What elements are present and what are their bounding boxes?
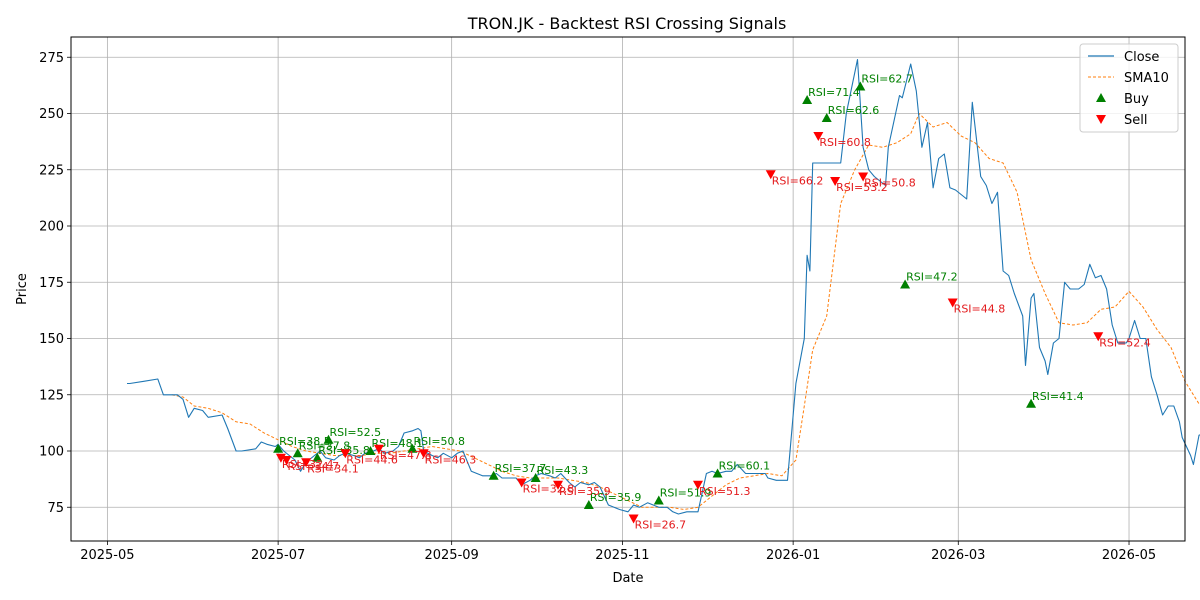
buy-signal-label: RSI=43.3 bbox=[537, 464, 589, 477]
x-tick-label: 2026-01 bbox=[766, 548, 820, 563]
buy-signal-label: RSI=62.7 bbox=[861, 73, 913, 86]
buy-marker bbox=[312, 452, 323, 462]
legend-sell-swatch bbox=[1096, 115, 1106, 124]
y-tick-label: 250 bbox=[39, 107, 64, 122]
buy-marker bbox=[365, 446, 376, 455]
axis-ticks: 2025-05 2025-07 2025-09 2025-11 2026-01 2026-… bbox=[39, 51, 1156, 563]
sell-marker bbox=[301, 458, 312, 468]
buy-marker bbox=[292, 448, 303, 458]
x-tick-label: 2026-05 bbox=[1102, 548, 1156, 563]
buy-marker bbox=[583, 500, 594, 509]
buy-signal-label: RSI=47.2 bbox=[906, 271, 958, 284]
buy-signal-label: RSI=71.4 bbox=[808, 86, 860, 99]
x-tick-label: 2025-11 bbox=[595, 548, 649, 563]
sell-signal-label: RSI=66.2 bbox=[772, 174, 824, 187]
sell-marker bbox=[516, 478, 527, 488]
y-tick-label: 175 bbox=[39, 276, 64, 291]
buy-marker bbox=[1026, 398, 1037, 408]
y-tick-label: 200 bbox=[39, 220, 64, 235]
buy-marker bbox=[712, 468, 723, 478]
buy-signal-label: RSI=35.9 bbox=[590, 491, 642, 504]
sell-signal-label: RSI=35.9 bbox=[559, 485, 611, 498]
sell-marker bbox=[1093, 332, 1104, 342]
buy-marker bbox=[488, 470, 499, 480]
buy-signal-label: RSI=51.9 bbox=[660, 487, 712, 500]
sell-marker bbox=[340, 449, 351, 459]
legend-buy-swatch bbox=[1096, 93, 1106, 102]
sell-marker bbox=[553, 480, 564, 490]
buy-signal-label: RSI=37.8 bbox=[299, 439, 351, 452]
buy-marker bbox=[855, 81, 866, 91]
chart-title: TRON.JK - Backtest RSI Crossing Signals bbox=[467, 14, 787, 33]
sell-marker bbox=[830, 177, 841, 186]
legend-box bbox=[1079, 43, 1179, 133]
buy-signal-label: RSI=52.5 bbox=[330, 426, 382, 439]
buy-signal-label: RSI=41.4 bbox=[1032, 390, 1084, 403]
legend-close-label: Close bbox=[1124, 50, 1159, 65]
legend: Close SMA10 Buy Sell bbox=[1079, 43, 1179, 133]
sell-signal-label: RSI=50.8 bbox=[864, 177, 916, 190]
buy-marker bbox=[821, 113, 832, 122]
x-axis-label: Date bbox=[612, 571, 643, 586]
y-tick-label: 225 bbox=[39, 163, 64, 178]
sell-signal-label: RSI=53.2 bbox=[836, 181, 888, 194]
legend-sell-label: Sell bbox=[1124, 113, 1147, 128]
legend-buy-label: Buy bbox=[1124, 92, 1149, 107]
buy-signal-label: RSI=50.8 bbox=[413, 435, 465, 448]
buy-marker bbox=[323, 434, 334, 444]
x-tick-label: 2025-05 bbox=[80, 548, 134, 563]
sell-signal-label: RSI=44.6 bbox=[346, 453, 398, 466]
buy-marker bbox=[900, 279, 911, 289]
grid bbox=[71, 37, 1185, 541]
sell-marker bbox=[281, 456, 292, 465]
sell-marker bbox=[373, 444, 384, 454]
sell-marker bbox=[692, 480, 703, 490]
buy-marker bbox=[802, 95, 813, 104]
sell-signal-label: RSI=34.7 bbox=[288, 460, 340, 473]
legend-sma-label: SMA10 bbox=[1124, 71, 1169, 86]
buy-signal-label: RSI=48.1 bbox=[371, 437, 423, 450]
sell-marker bbox=[947, 298, 958, 308]
sell-signal-label: RSI=26.7 bbox=[635, 519, 687, 532]
x-tick-label: 2025-09 bbox=[424, 548, 478, 563]
sell-marker bbox=[418, 449, 429, 459]
buy-marker bbox=[407, 443, 418, 453]
y-tick-label: 150 bbox=[39, 332, 64, 347]
sell-signal-label: RSI=52.4 bbox=[1099, 336, 1151, 349]
sell-marker bbox=[765, 170, 776, 180]
sell-signal-label: RSI=47.8 bbox=[380, 449, 432, 462]
sell-marker bbox=[858, 172, 869, 182]
y-tick-label: 100 bbox=[39, 445, 64, 460]
sell-signal-label: RSI=51.3 bbox=[699, 485, 751, 498]
sell-signal-label: RSI=32.8 bbox=[523, 483, 575, 496]
buy-marker bbox=[273, 443, 284, 453]
sma10-line bbox=[171, 113, 1200, 510]
sell-signal-label: RSI=44.8 bbox=[954, 303, 1006, 316]
sell-signals: RSI=32.4RSI=34.7RSI=34.1RSI=44.6RSI=47.8… bbox=[275, 132, 1151, 532]
buy-signal-label: RSI=37.7 bbox=[495, 462, 547, 475]
sma10-series bbox=[171, 113, 1200, 510]
sell-marker bbox=[628, 514, 639, 524]
y-tick-label: 75 bbox=[47, 501, 64, 516]
sell-marker bbox=[813, 132, 824, 141]
buy-signal-label: RSI=60.1 bbox=[719, 460, 771, 473]
buy-signal-label: RSI=38.5 bbox=[279, 435, 331, 448]
sell-signal-label: RSI=60.8 bbox=[819, 136, 871, 149]
y-axis-label: Price bbox=[15, 273, 30, 305]
sell-signal-label: RSI=34.1 bbox=[307, 462, 359, 475]
sell-signal-label: RSI=46.3 bbox=[425, 453, 477, 466]
buy-signal-label: RSI=62.6 bbox=[828, 104, 880, 117]
plot-area-frame bbox=[70, 36, 1186, 542]
y-tick-label: 275 bbox=[39, 51, 64, 66]
buy-signals: RSI=38.5RSI=37.8RSI=35.8RSI=52.5RSI=48.1… bbox=[273, 73, 1084, 509]
x-tick-label: 2026-03 bbox=[931, 548, 985, 563]
x-tick-label: 2025-07 bbox=[251, 548, 305, 563]
y-tick-label: 125 bbox=[39, 388, 64, 403]
buy-marker bbox=[653, 495, 664, 505]
buy-marker bbox=[530, 473, 541, 482]
